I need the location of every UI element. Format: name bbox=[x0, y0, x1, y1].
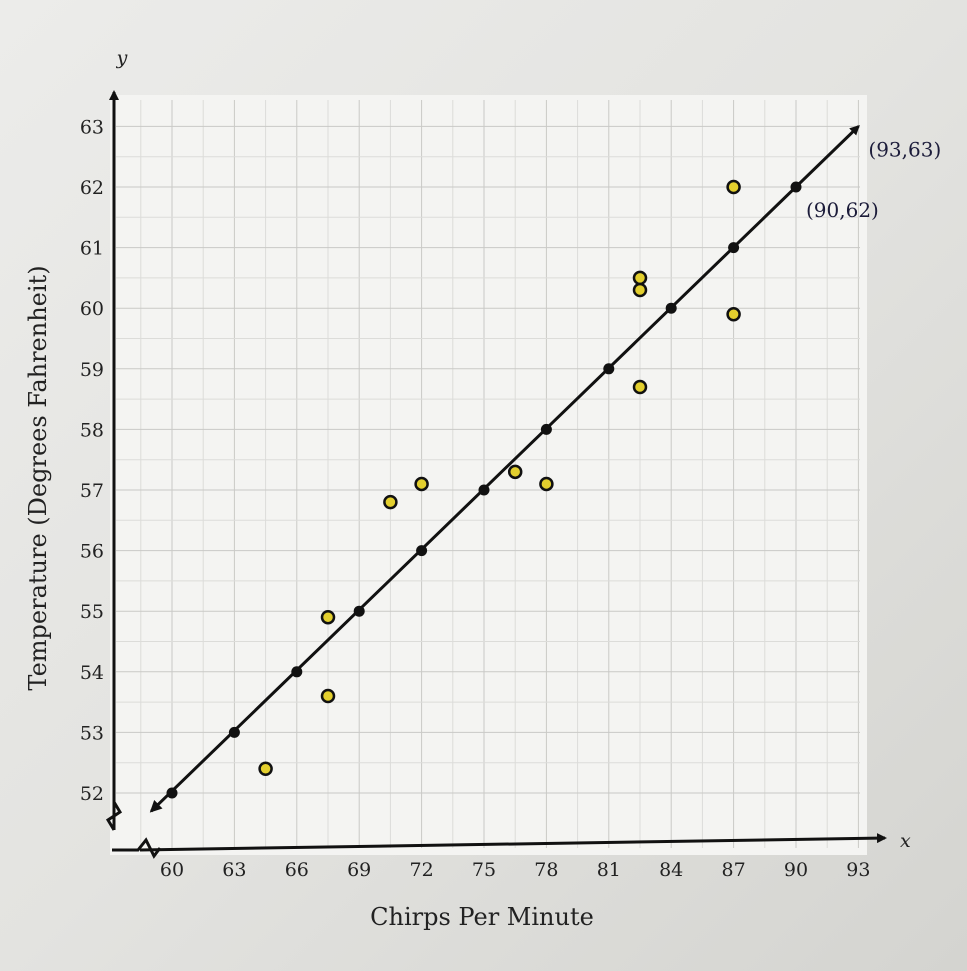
x-tick-label: 69 bbox=[347, 859, 371, 881]
observed-point bbox=[539, 476, 554, 492]
trend-line bbox=[149, 125, 860, 813]
y-tick-label: 61 bbox=[80, 238, 104, 260]
y-tick-label: 56 bbox=[80, 541, 104, 563]
trend-point bbox=[353, 605, 365, 617]
x-tick-label: 84 bbox=[659, 859, 683, 881]
trend-point bbox=[166, 787, 178, 799]
trend-point bbox=[416, 545, 428, 557]
y-tick-label: 53 bbox=[80, 722, 104, 744]
y-tick-label: 54 bbox=[80, 662, 104, 684]
trend-points bbox=[166, 181, 802, 799]
trend-point bbox=[665, 302, 677, 314]
trend-point bbox=[603, 363, 615, 375]
y-tick-labels: 52 53 54 55 56 57 58 59 60 61 62 63 bbox=[80, 116, 104, 805]
y-tick-label: 60 bbox=[80, 298, 104, 320]
y-tick-label: 59 bbox=[80, 359, 104, 381]
axes: y x bbox=[105, 47, 911, 859]
y-tick-label: 55 bbox=[80, 601, 104, 623]
x-tick-label: 81 bbox=[597, 859, 621, 881]
observed-point bbox=[507, 464, 523, 480]
point-annotation: (90,62) bbox=[806, 198, 879, 222]
observed-point bbox=[383, 494, 398, 510]
y-tick-label: 57 bbox=[80, 480, 104, 502]
observed-point bbox=[726, 307, 741, 322]
trend-point bbox=[478, 484, 490, 496]
y-tick-label: 58 bbox=[80, 419, 104, 441]
trend-point bbox=[291, 666, 303, 678]
x-tick-label: 60 bbox=[160, 859, 184, 881]
point-annotation: (93,63) bbox=[868, 137, 941, 161]
x-tick-label: 66 bbox=[285, 859, 309, 881]
y-axis-break bbox=[105, 801, 123, 831]
observed-point bbox=[414, 476, 429, 492]
observed-point bbox=[258, 761, 273, 777]
y-axis-letter: y bbox=[116, 47, 128, 69]
y-tick-label: 52 bbox=[80, 783, 104, 805]
x-tick-label: 75 bbox=[472, 859, 496, 881]
x-tick-label: 90 bbox=[784, 859, 808, 881]
y-axis-title: Temperature (Degrees Fahrenheit) bbox=[24, 265, 52, 690]
x-tick-labels: 60 63 66 69 72 75 78 81 84 87 90 93 bbox=[160, 859, 871, 881]
x-tick-label: 93 bbox=[846, 859, 870, 881]
trend-point bbox=[228, 726, 240, 738]
observed-point bbox=[726, 179, 741, 195]
x-axis-letter: x bbox=[900, 830, 911, 852]
observed-point bbox=[320, 688, 336, 704]
x-axis-break bbox=[112, 837, 162, 859]
trend-point bbox=[790, 181, 802, 193]
observed-point bbox=[320, 610, 336, 625]
y-tick-label: 63 bbox=[80, 116, 104, 138]
trend-point bbox=[540, 423, 552, 435]
x-tick-label: 87 bbox=[722, 859, 746, 881]
x-axis-title: Chirps Per Minute bbox=[370, 903, 594, 931]
trend-point bbox=[728, 242, 740, 254]
x-tick-label: 63 bbox=[222, 859, 246, 881]
observed-point bbox=[632, 282, 648, 298]
observed-point bbox=[632, 379, 648, 395]
y-tick-label: 62 bbox=[80, 177, 104, 199]
x-tick-label: 78 bbox=[534, 859, 558, 881]
observed-point bbox=[632, 270, 648, 286]
observed-points bbox=[258, 179, 741, 777]
annotations: (93,63) (90,62) bbox=[806, 137, 941, 222]
x-tick-label: 72 bbox=[410, 859, 434, 881]
x-axis-line bbox=[139, 833, 887, 852]
